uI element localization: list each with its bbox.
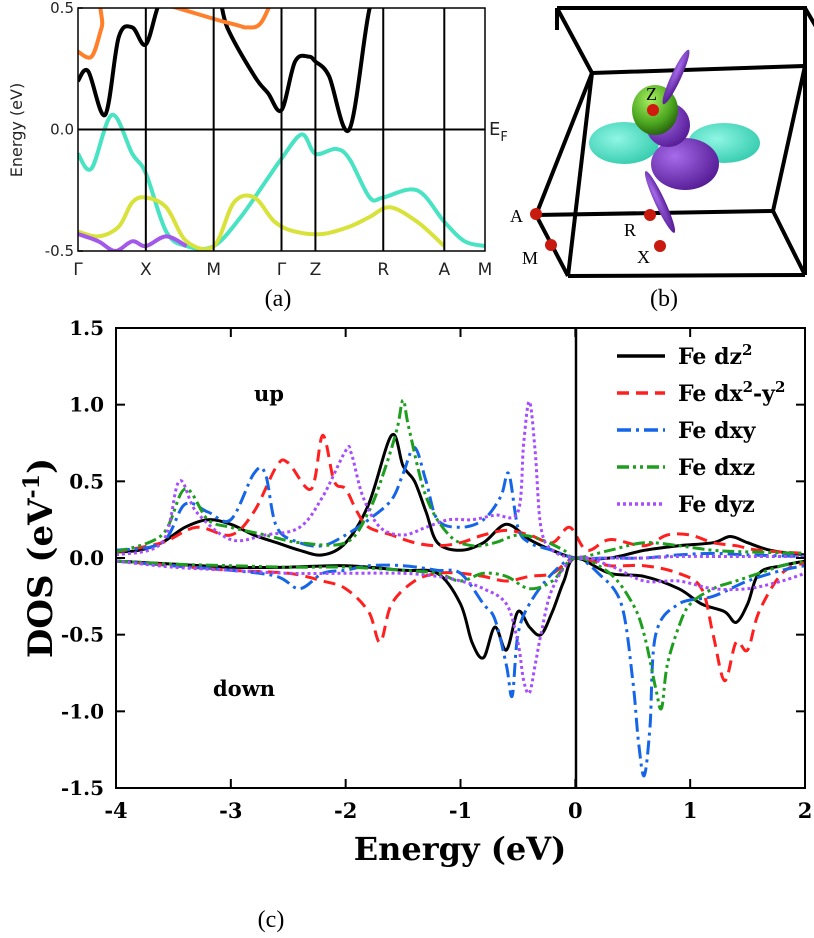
point-x-label: X (637, 247, 650, 267)
point-a-marker (530, 208, 542, 220)
band-structure-panel: 0.5 0.0 -0.5 Γ X M Γ Z R A M Energy (eV) EF (a) (7, 0, 508, 312)
band-line-0 (78, 8, 372, 134)
point-a-label: A (510, 206, 523, 226)
panel-c-label: (c) (258, 907, 285, 933)
legend-label-2: Fe dxy (678, 418, 757, 444)
band-line-3 (78, 232, 188, 251)
kpoint-label-4: Z (310, 260, 322, 280)
band-y-ticks: 0.5 0.0 -0.5 (45, 0, 83, 260)
dos-down-line-3 (116, 556, 805, 711)
dos-panel: 1.51.00.50.0-0.5-1.0-1.5 -4 -3 -2 -1 0 1 2 up … (19, 316, 812, 868)
point-z-label: Z (646, 84, 657, 104)
high-symmetry-points: Z A R M X (510, 84, 666, 268)
legend-label-4: Fe dyz (678, 492, 755, 518)
dos-up-line-0 (116, 432, 805, 561)
dos-up-line-2 (116, 446, 805, 561)
dos-x-tick-label-2: -2 (334, 798, 357, 823)
brillouin-zone-cube (534, 6, 814, 278)
dos-x-tick-label-0: -4 (104, 798, 127, 823)
kpoint-label-6: A (438, 260, 450, 280)
dos-down-line-1 (116, 556, 805, 683)
point-x-marker (654, 240, 666, 252)
band-y-tick-label-0: 0.5 (50, 0, 74, 17)
dos-x-tick-label-4: 0 (568, 798, 583, 823)
dos-y-axis-label: DOS (eV-1) (19, 458, 61, 658)
band-y-tick-label-1: 0.0 (50, 121, 74, 139)
legend-label-1: Fe dx2-y2 (678, 378, 785, 407)
dos-x-tick-label-6: 2 (798, 798, 813, 823)
dos-legend: Fe dz2 Fe dx2-y2 Fe dxy Fe dxz Fe dyz (617, 341, 785, 518)
dos-x-axis-label: Energy (eV) (354, 830, 566, 868)
fermi-surface (589, 49, 760, 233)
band-line-4 (78, 8, 271, 60)
legend-label-3: Fe dxz (678, 455, 755, 481)
dos-y-ticks: 1.5 1.0 0.5 0.0 -0.5 -1.0 -1.5 (61, 316, 805, 800)
panel-a-label: (a) (265, 286, 292, 312)
point-m-label: M (522, 248, 538, 268)
dos-curves (116, 398, 805, 778)
dos-y-tick-label-4: -0.5 (61, 623, 104, 647)
dos-up-line-3 (116, 398, 805, 560)
point-m-marker (545, 239, 557, 251)
point-r-label: R (624, 220, 636, 240)
dos-down-line-0 (116, 556, 805, 660)
kpoint-label-5: R (377, 260, 389, 280)
kpoint-label-0: Γ (73, 260, 83, 280)
dos-down-line-4 (116, 555, 805, 695)
point-r-marker (644, 209, 656, 221)
kpoint-label-3: Γ (277, 260, 287, 280)
band-lines (78, 8, 485, 251)
dos-y-tick-label-3: 0.0 (69, 546, 104, 570)
point-z-marker (647, 104, 659, 116)
band-y-tick-label-2: -0.5 (45, 242, 74, 260)
purple-lobe-lower (651, 138, 719, 190)
dos-y-tick-label-6: -1.5 (61, 776, 104, 800)
dos-x-tick-label-3: -1 (449, 798, 472, 823)
dos-y-tick-label-5: -1.0 (61, 699, 104, 723)
kpoint-label-1: X (140, 260, 152, 280)
purple-sliver-top (662, 49, 690, 105)
band-line-2 (78, 193, 446, 251)
fermi-label: EF (489, 119, 508, 145)
cyan-lobe-left (589, 122, 659, 164)
kpoint-label-2: M (206, 260, 221, 280)
band-y-axis-label: Energy (eV) (7, 83, 26, 177)
dos-x-ticks: -4 -3 -2 -1 0 1 2 (104, 328, 812, 823)
fermi-surface-panel: Z A R M X (b) (510, 6, 814, 312)
panel-b-label: (b) (650, 286, 678, 312)
dos-up-line-1 (116, 433, 805, 555)
purple-sliver-bottom (644, 171, 676, 233)
kpoint-label-7: M (478, 260, 493, 280)
spin-up-annotation: up (254, 381, 284, 406)
dos-down-line-2 (116, 556, 805, 778)
dos-up-line-4 (116, 400, 805, 561)
dos-x-tick-label-1: -3 (219, 798, 242, 823)
spin-down-annotation: down (213, 676, 275, 701)
dos-y-tick-label-0: 1.5 (69, 316, 104, 340)
dos-y-tick-label-1: 1.0 (69, 393, 104, 417)
dos-y-tick-label-2: 0.5 (69, 469, 104, 493)
dos-x-tick-label-5: 1 (683, 798, 698, 823)
legend-label-0: Fe dz2 (678, 341, 752, 370)
